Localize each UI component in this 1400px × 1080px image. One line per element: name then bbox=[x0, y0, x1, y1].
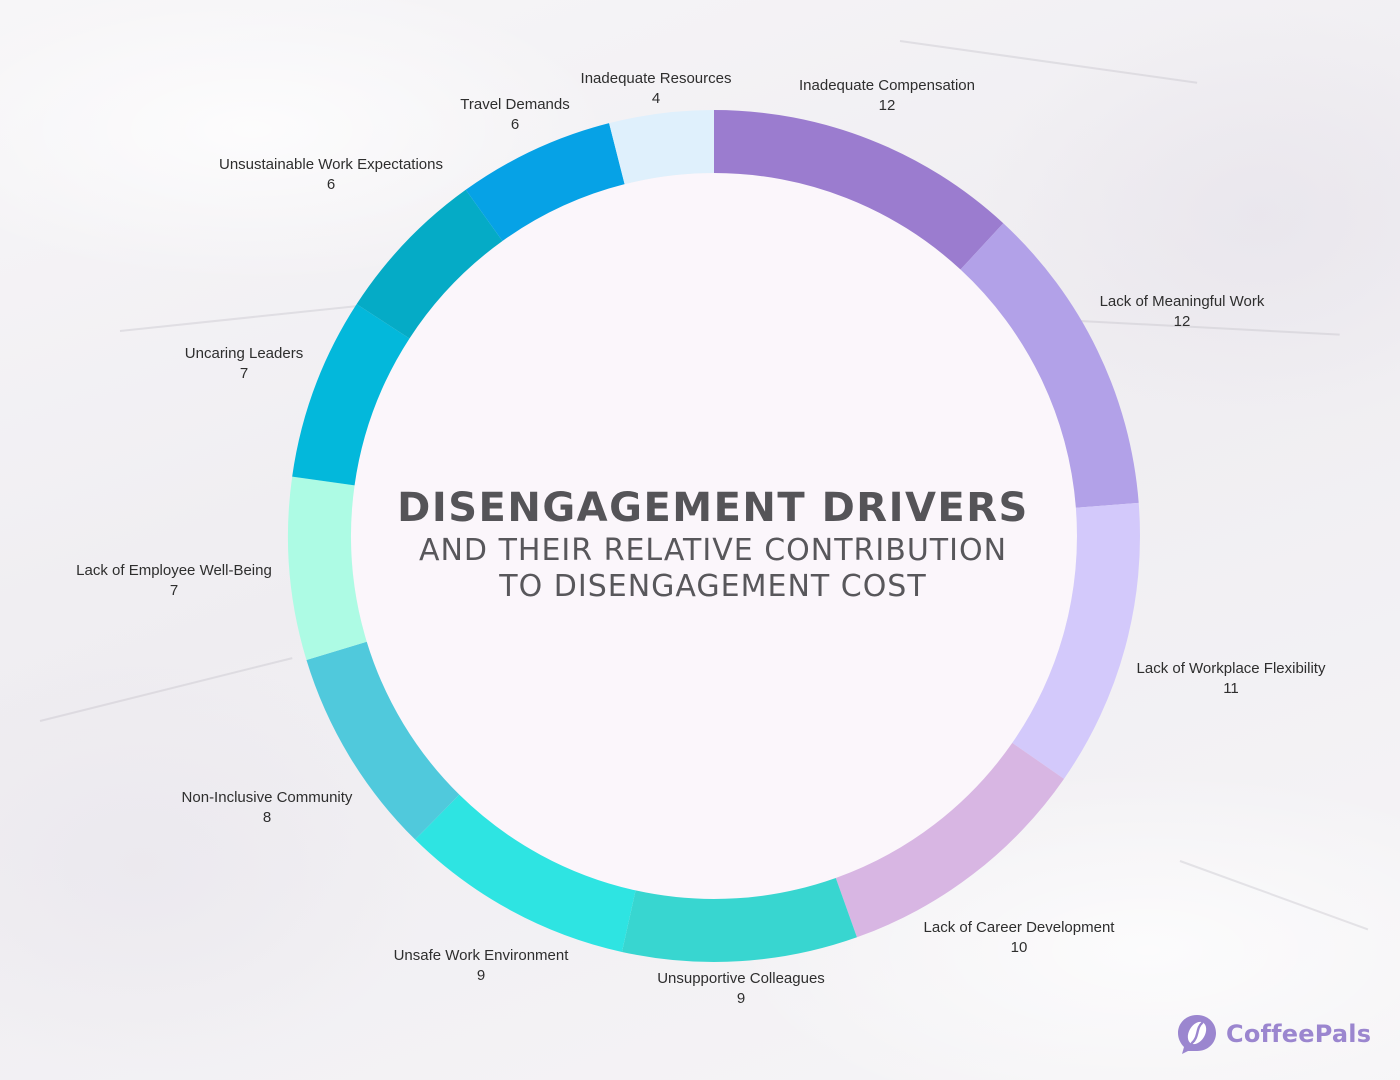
slice-label: Inadequate Compensation bbox=[799, 77, 975, 94]
brand-logo[interactable]: CoffeePals bbox=[1176, 1012, 1376, 1056]
donut-center bbox=[351, 173, 1077, 899]
slice-value-label: 6 bbox=[327, 176, 335, 193]
donut-slice bbox=[609, 110, 714, 185]
slice-label: Lack of Career Development bbox=[924, 919, 1116, 936]
donut-slice bbox=[288, 476, 367, 661]
slice-value-label: 7 bbox=[240, 365, 248, 382]
donut-slice bbox=[415, 794, 636, 952]
donut-slice bbox=[465, 123, 625, 242]
brand-name: CoffeePals bbox=[1226, 1020, 1372, 1048]
slice-label: Unsustainable Work Expectations bbox=[219, 156, 443, 173]
donut-slice bbox=[960, 223, 1139, 508]
donut-slice bbox=[714, 110, 1004, 270]
donut-slice bbox=[621, 877, 857, 962]
slice-value-label: 9 bbox=[477, 967, 485, 984]
slice-label: Lack of Meaningful Work bbox=[1100, 293, 1265, 310]
slice-value-label: 8 bbox=[263, 809, 271, 826]
donut-slice bbox=[1012, 502, 1140, 779]
chart-title-block: DISENGAGEMENT DRIVERS AND THEIR RELATIVE… bbox=[363, 484, 1063, 604]
coffee-bean-icon bbox=[1178, 1015, 1216, 1054]
slice-labels: Inadequate Compensation 12 Lack of Meaning… bbox=[76, 70, 1326, 1007]
slice-value-label: 4 bbox=[652, 90, 660, 107]
slice-label: Inadequate Resources bbox=[581, 70, 732, 87]
chart-subtitle-line-2: TO DISENGAGEMENT COST bbox=[499, 569, 927, 604]
slice-value-label: 11 bbox=[1223, 680, 1239, 697]
chart-subtitle-line-1: AND THEIR RELATIVE CONTRIBUTION bbox=[418, 533, 1008, 568]
slice-label: Non-Inclusive Community bbox=[182, 789, 353, 806]
slice-label: Lack of Employee Well-Being bbox=[76, 562, 272, 579]
slice-value-label: 12 bbox=[879, 97, 896, 114]
slice-label: Uncaring Leaders bbox=[185, 345, 303, 362]
slice-value-label: 12 bbox=[1174, 313, 1191, 330]
chart-title: DISENGAGEMENT DRIVERS bbox=[397, 485, 1029, 531]
slice-value-label: 10 bbox=[1011, 939, 1028, 956]
donut-slice bbox=[356, 189, 503, 339]
donut-slice bbox=[306, 641, 460, 840]
donut-slice bbox=[835, 742, 1065, 938]
slice-value-label: 9 bbox=[737, 990, 745, 1007]
slice-label: Lack of Workplace Flexibility bbox=[1137, 660, 1326, 677]
slice-value-label: 7 bbox=[170, 582, 178, 599]
donut-slice bbox=[292, 304, 410, 486]
slice-value-label: 6 bbox=[511, 116, 519, 133]
slice-label: Unsupportive Colleagues bbox=[657, 970, 825, 987]
slice-label: Travel Demands bbox=[460, 96, 569, 113]
slice-label: Unsafe Work Environment bbox=[394, 947, 570, 964]
donut-slices bbox=[288, 110, 1140, 962]
